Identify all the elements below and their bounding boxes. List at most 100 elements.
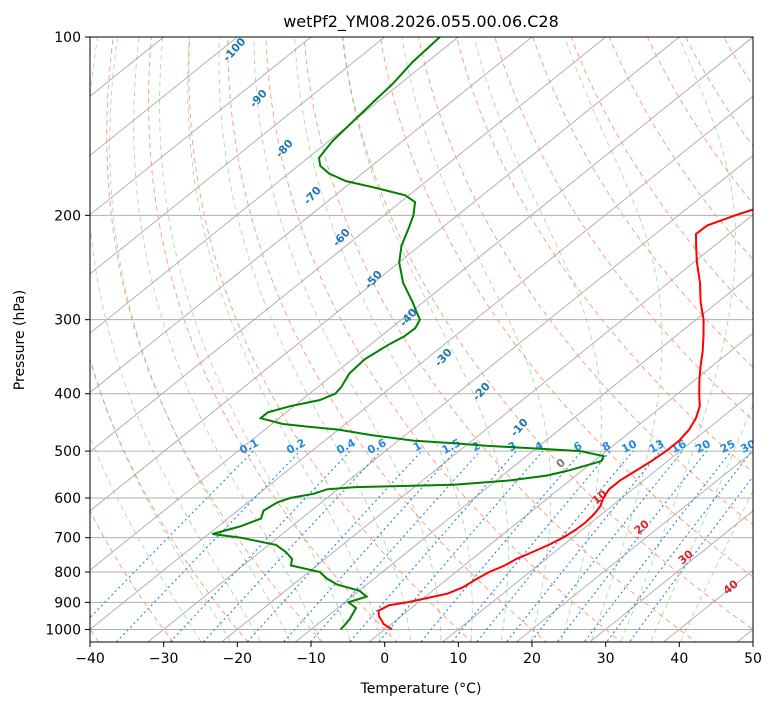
mixing-ratio-label: 13 (647, 437, 667, 456)
x-tick-label: 0 (380, 651, 389, 667)
isotherm-line (90, 37, 239, 157)
mixing-ratio-line (529, 450, 683, 642)
x-tick-label: −10 (296, 651, 326, 667)
dry-adiabat-line (532, 37, 753, 368)
moist-adiabat-line (650, 403, 753, 642)
plot-frame (89, 36, 754, 643)
dry-adiabat-label: -90 (247, 87, 270, 111)
dry-adiabat-line (106, 37, 324, 642)
isotherm-line (368, 332, 753, 642)
isotherm-line (441, 391, 753, 642)
x-tick-label: −40 (75, 651, 105, 667)
isotherm-line (90, 37, 312, 216)
x-tick-label: 30 (597, 651, 615, 667)
isotherm-line (515, 451, 753, 642)
mixing-ratio-label: 0.6 (365, 436, 389, 457)
dry-adiabat-line (723, 37, 753, 87)
isotherm-line (90, 37, 533, 394)
mixing-ratio-line (606, 450, 753, 642)
y-tick-label: 700 (54, 531, 81, 547)
dry-adiabat-line (90, 357, 249, 642)
dry-adiabat-line (754, 24, 775, 649)
moist-adiabat-label: 0 (554, 456, 568, 471)
axes: −40 −30 −20 −10 0 10 20 30 40 5010009008007006005… (45, 30, 762, 667)
mixing-ratio-label: 1.5 (440, 436, 463, 457)
mixing-ratio-line (475, 450, 634, 642)
mixing-ratio-line (169, 450, 351, 642)
x-tick-label: 10 (449, 651, 467, 667)
mixing-ratio-line (115, 450, 301, 642)
dry-adiabat-line (646, 37, 753, 205)
moist-adiabat-line (133, 37, 321, 642)
mixing-ratio-line (246, 450, 423, 642)
dry-adiabat-label: -100 (220, 35, 248, 64)
dry-adiabat-line (148, 37, 398, 642)
y-tick-label: 100 (54, 30, 81, 46)
isotherm-line (736, 628, 753, 642)
y-tick-label: 400 (54, 387, 81, 403)
chart-title: wetPf2_YM08.2026.055.00.06.C28 (283, 12, 559, 32)
moist-adiabat-line (401, 37, 552, 642)
dry-adiabat-label: -10 (508, 416, 531, 440)
isotherm-line (220, 214, 753, 642)
x-tick-label: 40 (670, 651, 688, 667)
moist-adiabat-label: 20 (632, 517, 652, 537)
mixing-ratio-line (377, 450, 544, 642)
isotherm-line (662, 569, 753, 642)
temperature-profile-line (377, 208, 753, 631)
dry-adiabat-label: -80 (273, 137, 296, 161)
mixing-ratio-label: 4 (533, 439, 546, 454)
mixing-ratio-line (420, 450, 583, 642)
moist-adiabat-line (564, 37, 663, 642)
dry-adiabat-label: -50 (362, 268, 385, 292)
isotherm-line (90, 37, 607, 453)
dry-adiabat-line (418, 37, 753, 526)
mixing-ratio-line (556, 450, 708, 642)
dry-adiabat-line (188, 37, 473, 642)
dry-adiabat-label: -70 (301, 184, 324, 208)
x-tick-label: 20 (523, 651, 541, 667)
mixing-ratio-label: 2 (470, 439, 483, 454)
mixing-ratio-line (583, 450, 732, 642)
moist-adiabat-line (187, 37, 382, 642)
dry-adiabat-line (379, 37, 753, 578)
isotherm-line (147, 154, 753, 642)
dry-adiabat-line (570, 37, 753, 315)
moist-adiabat-line (159, 37, 351, 642)
x-tick-label: 50 (744, 651, 762, 667)
isotherm-line (90, 37, 753, 571)
mixing-ratio-label: 30 (738, 437, 758, 456)
dry-adiabat-line (227, 37, 548, 642)
x-tick-label: −20 (223, 651, 253, 667)
mixing-ratio-label: 0.2 (284, 436, 307, 457)
mixing-ratio-line (628, 475, 753, 642)
moist-adiabat-line (90, 435, 202, 642)
isotherm-line (589, 510, 753, 642)
moist-adiabat-line (109, 37, 291, 642)
background-reference-lines (90, 24, 775, 649)
moist-adiabat-line (90, 356, 232, 642)
y-tick-label: 600 (54, 491, 81, 507)
dry-adiabat-line (303, 37, 697, 642)
y-tick-label: 1000 (45, 622, 81, 638)
isotherm-line (90, 95, 753, 630)
mixing-ratio-label: 16 (669, 437, 689, 456)
moist-adiabat-line (679, 489, 753, 642)
x-tick-label: −30 (149, 651, 179, 667)
moist-adiabat-line (90, 37, 261, 642)
isotherm-line (294, 273, 753, 642)
dry-adiabat-line (341, 37, 753, 630)
y-tick-label: 200 (54, 208, 81, 224)
x-axis-title: Temperature (°C) (360, 681, 482, 697)
moist-adiabat-line (294, 37, 473, 642)
y-tick-label: 900 (54, 595, 81, 611)
y-tick-label: 500 (54, 444, 81, 460)
moist-adiabat-line (218, 37, 412, 642)
mixing-ratio-label: 8 (600, 439, 613, 454)
mixing-ratio-label: 0.4 (334, 436, 358, 457)
mixing-ratio-label: 0.1 (237, 436, 260, 457)
y-axis-title: Pressure (hPa) (12, 290, 28, 390)
moist-adiabat-line (473, 37, 602, 642)
